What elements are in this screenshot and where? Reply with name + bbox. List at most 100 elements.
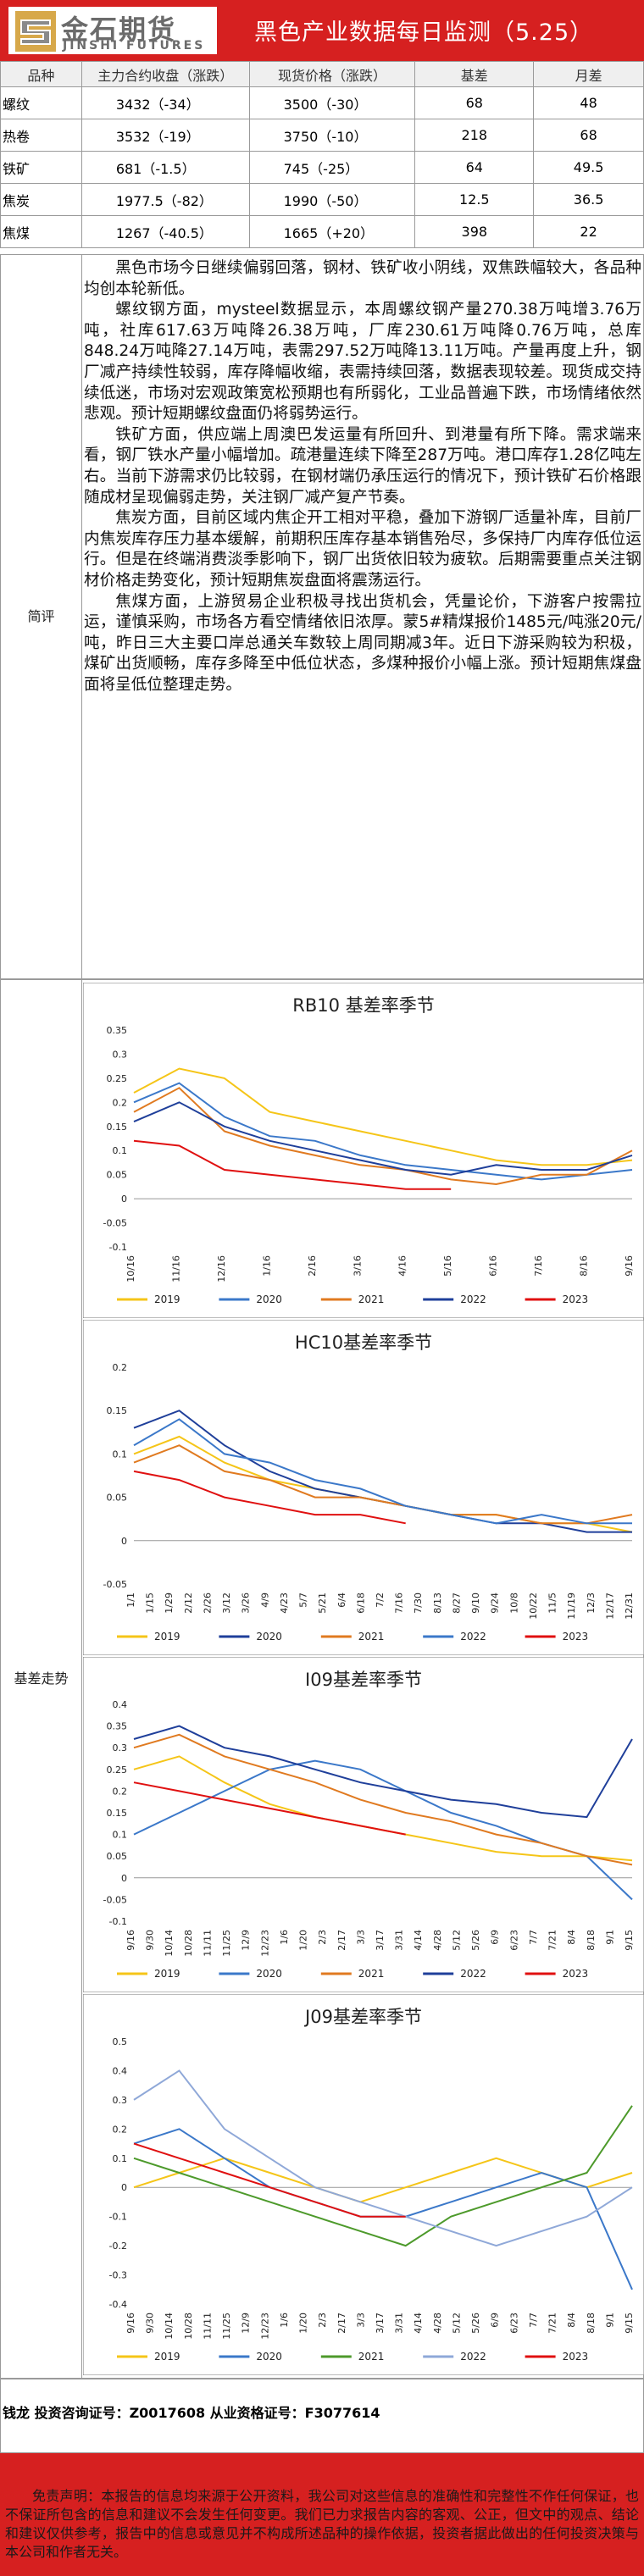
- x-tick-label: 4/23: [279, 1593, 290, 1614]
- x-tick-label: 8/4: [566, 2313, 577, 2328]
- x-tick-label: 9/1: [604, 1930, 615, 1945]
- series-line-2022: [133, 2069, 633, 2247]
- y-tick-label: 0.4: [113, 2065, 128, 2076]
- spread-cell: 48: [533, 86, 644, 119]
- x-tick-label: 5/21: [317, 1593, 328, 1614]
- x-tick-label: 4/28: [432, 2313, 443, 2334]
- x-tick-label: 7/30: [413, 1593, 424, 1614]
- x-tick-label: 5/7: [298, 1593, 309, 1608]
- table-row: 焦炭 1977.5（-82） 1990（-50） 12.5 36.5: [0, 183, 644, 216]
- x-tick-label: 11/5: [547, 1593, 558, 1614]
- x-tick-label: 6/23: [508, 1930, 519, 1951]
- spread-cell: 22: [533, 215, 644, 248]
- y-tick-label: -0.1: [109, 1242, 127, 1253]
- futures-cell: 1977.5（-82）: [80, 183, 250, 216]
- legend-label: 2021: [358, 1294, 385, 1305]
- y-tick-label: 0.25: [107, 1073, 128, 1084]
- y-tick-label: 0.2: [113, 1786, 128, 1797]
- y-tick-label: 0.1: [113, 1145, 128, 1156]
- y-tick-label: 0.2: [113, 1097, 128, 1108]
- basis-cell: 68: [414, 86, 535, 119]
- x-tick-label: 10/28: [183, 1930, 194, 1957]
- y-tick-label: 0.15: [107, 1808, 128, 1819]
- legend-label: 2021: [358, 1968, 385, 1980]
- basis-cell: 12.5: [414, 183, 535, 216]
- y-tick-label: -0.05: [103, 1218, 127, 1229]
- x-tick-label: 4/14: [413, 1930, 424, 1951]
- x-tick-label: 11/11: [202, 1930, 213, 1957]
- series-line-2023: [133, 2142, 406, 2218]
- x-tick-label: 9/1: [604, 2313, 615, 2328]
- x-tick-label: 11/16: [170, 1255, 181, 1282]
- x-tick-label: 2/3: [317, 2313, 328, 2328]
- j09-chart-svg: J09基差率季节 0.5 0.4 0.3 0.2 0.1 0 -0.1 -0.2 -0.3 -0.4…: [83, 1994, 644, 2375]
- y-tick-label: -0.1: [109, 1916, 127, 1927]
- chart-title: I09基差率季节: [305, 1670, 422, 1690]
- legend-label: 2022: [460, 2351, 486, 2363]
- x-tick-label: 8/4: [566, 1930, 577, 1945]
- spot-cell: 1990（-50）: [248, 183, 416, 216]
- y-tick-label: 0.15: [107, 1122, 128, 1133]
- x-tick-label: 3/17: [375, 1930, 386, 1951]
- x-tick-label: 7/21: [547, 2313, 558, 2334]
- y-tick-label: 0.3: [113, 1049, 128, 1060]
- spread-cell: 68: [533, 119, 644, 152]
- table-row: 焦煤 1267（-40.5） 1665（+20） 398 22: [0, 215, 644, 248]
- series-line-2022: [133, 1418, 632, 1525]
- brand-name-cn: 金石期货: [61, 14, 177, 46]
- y-tick-label: 0.3: [113, 1742, 128, 1753]
- x-tick-label: 10/14: [164, 1930, 175, 1957]
- x-tick-label: 1/29: [164, 1593, 175, 1614]
- x-tick-label: 3/12: [221, 1593, 232, 1614]
- column-header: 月差: [533, 61, 644, 87]
- column-header: 主力合约收盘（涨跌）: [80, 61, 250, 87]
- series-line-2021: [133, 2105, 633, 2247]
- y-tick-label: 0: [121, 1194, 127, 1205]
- y-tick-label: 0.1: [113, 2153, 128, 2164]
- x-tick-label: 10/22: [528, 1593, 539, 1620]
- legend-label: 2021: [358, 2351, 385, 2363]
- x-tick-label: 5/16: [442, 1255, 453, 1277]
- x-tick-label: 1/6: [279, 2313, 290, 2328]
- legend-label: 2020: [256, 1968, 282, 1980]
- basis-cell: 218: [414, 119, 535, 152]
- basis-label: 基差走势: [1, 980, 82, 2378]
- x-tick-label: 7/16: [533, 1255, 544, 1277]
- commentary-section: 简评 黑色市场今日继续偏弱回落，钢材、铁矿收小阴线，双焦跌幅较大，各品种均创本轮…: [0, 254, 644, 979]
- series-line-2021: [133, 1444, 633, 1525]
- basis-cell: 398: [414, 215, 535, 248]
- x-tick-label: 2/12: [183, 1593, 194, 1614]
- j09-chart: J09基差率季节 0.5 0.4 0.3 0.2 0.1 0 -0.1 -0.2 -0.3 -0.4…: [83, 1994, 644, 2375]
- y-tick-label: 0: [121, 1873, 127, 1884]
- x-tick-label: 2/3: [317, 1930, 328, 1945]
- series-line-2023: [133, 1470, 406, 1525]
- basis-cell: 64: [414, 151, 535, 184]
- spot-cell: 745（-25）: [248, 151, 416, 184]
- hc10-chart-svg: HC10基差率季节 0.2 0.15 0.1 0.05 0 -0.05 1/1 1/15 1/29…: [83, 1320, 644, 1655]
- series-line-2023: [133, 1139, 452, 1190]
- x-tick-label: 6/18: [355, 1593, 366, 1614]
- y-tick-label: -0.2: [109, 2241, 127, 2252]
- legend-label: 2019: [154, 1968, 180, 1980]
- y-tick-label: -0.3: [109, 2270, 127, 2281]
- y-tick-label: 0.05: [107, 1493, 128, 1504]
- x-tick-label: 6/23: [508, 2313, 519, 2334]
- x-tick-label: 7/16: [394, 1593, 405, 1614]
- futures-cell: 3532（-19）: [80, 119, 250, 152]
- column-header: 基差: [414, 61, 535, 87]
- product-cell: 铁矿: [0, 151, 82, 184]
- commentary-paragraph: 黑色市场今日继续偏弱回落，钢材、铁矿收小阴线，双焦跌幅较大，各品种均创本轮新低。: [84, 259, 641, 298]
- chart-title: J09基差率季节: [303, 2007, 422, 2027]
- futures-cell: 3432（-34）: [80, 86, 250, 119]
- x-tick-label: 6/4: [336, 1593, 347, 1608]
- y-tick-label: 0.2: [113, 2124, 128, 2135]
- series-line-2021: [133, 1087, 633, 1186]
- x-tick-label: 2/26: [202, 1593, 213, 1614]
- brand-name-en: JINSHI FUTURES: [63, 39, 206, 53]
- company-logo: 金石期货 JINSHI FUTURES: [7, 5, 219, 56]
- y-tick-label: -0.4: [109, 2299, 127, 2310]
- x-tick-label: 7/21: [547, 1930, 558, 1951]
- spot-cell: 1665（+20）: [248, 215, 416, 248]
- x-tick-label: 9/15: [624, 2313, 635, 2334]
